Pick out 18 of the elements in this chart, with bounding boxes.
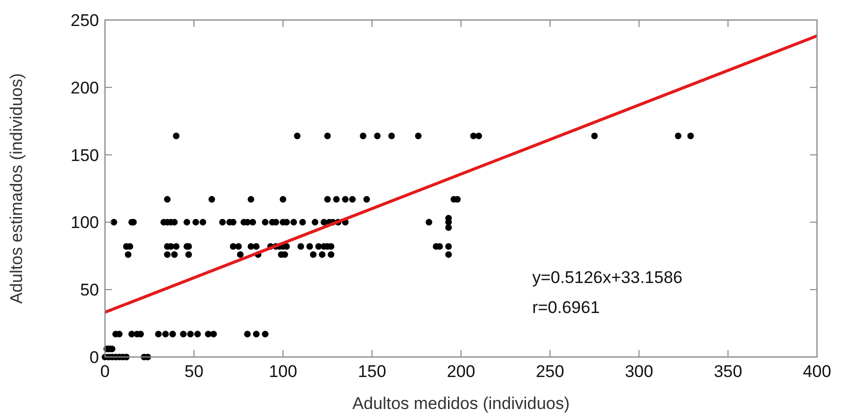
x-tick-label: 300	[624, 362, 654, 381]
x-tick-label: 50	[184, 362, 204, 381]
y-axis-title: Adultos estimados (individuos)	[7, 73, 26, 304]
annotation: r=0.6961	[532, 298, 600, 318]
y-tick-label: 250	[70, 10, 99, 30]
x-tick-label: 250	[536, 362, 564, 381]
y-tick-label: 100	[70, 213, 99, 232]
y-tick-label: 0	[90, 348, 99, 367]
x-tick-label: 400	[802, 362, 832, 381]
y-tick-label: 50	[80, 280, 99, 300]
y-tick-label: 150	[70, 146, 99, 165]
x-tick-label: 350	[714, 362, 742, 381]
x-tick-label: 200	[446, 362, 476, 381]
y-tick-label: 200	[70, 78, 99, 98]
x-tick-label: 100	[268, 362, 298, 381]
x-tick-label: 150	[358, 362, 386, 381]
annotation: y=0.5126x+33.1586	[532, 268, 683, 287]
x-axis-title: Adultos medidos (individuos)	[352, 394, 570, 413]
